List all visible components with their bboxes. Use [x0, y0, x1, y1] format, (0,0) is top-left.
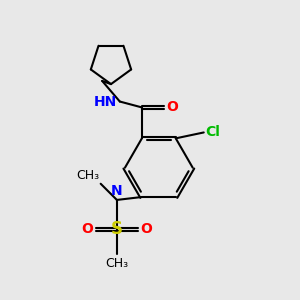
Text: S: S [111, 220, 123, 238]
Text: Cl: Cl [205, 125, 220, 140]
Text: HN: HN [94, 94, 118, 109]
Text: O: O [166, 100, 178, 114]
Text: CH₃: CH₃ [76, 169, 99, 182]
Text: N: N [111, 184, 123, 199]
Text: O: O [140, 222, 152, 236]
Text: O: O [81, 222, 93, 236]
Text: CH₃: CH₃ [105, 257, 128, 270]
